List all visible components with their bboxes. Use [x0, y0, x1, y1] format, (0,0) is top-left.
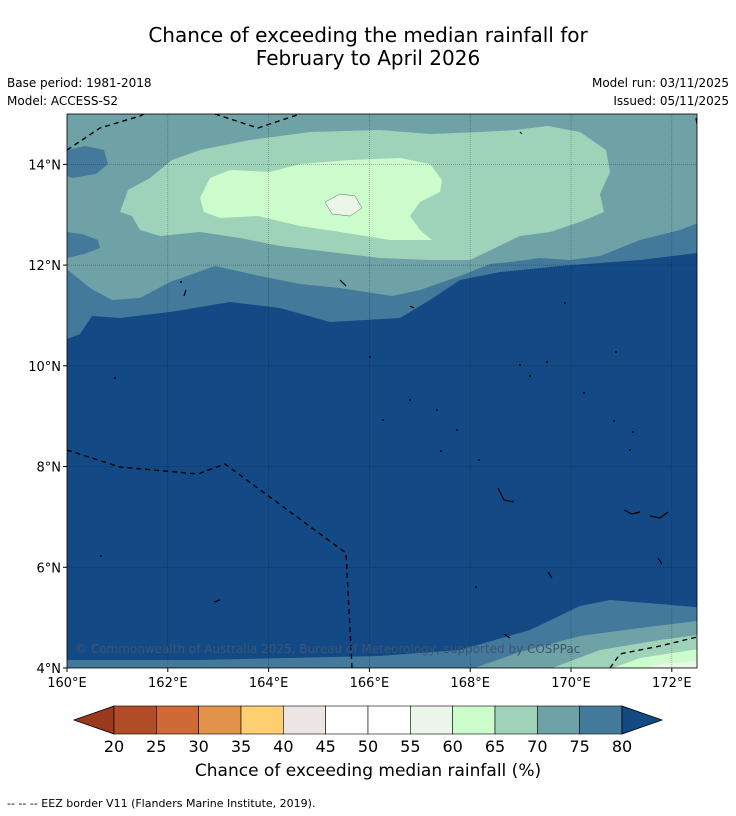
model-text: Model: ACCESS-S2: [7, 94, 119, 108]
lon-tick-label: 164°E: [249, 676, 289, 691]
islands: [183, 117, 697, 639]
colorbar-tick-label: 50: [358, 737, 378, 756]
colorbar-tick-label: 30: [188, 737, 208, 756]
lat-tick-label: 4°N: [37, 662, 62, 677]
colorbar-segment: [113, 705, 157, 735]
colorbar-extend-low: [72, 705, 115, 735]
lon-tick-label: 170°E: [551, 676, 591, 691]
lat-tick-label: 12°N: [28, 259, 61, 274]
map-frame: [66, 113, 698, 669]
copyright-text: © Commonwealth of Australia 2025, Bureau…: [75, 642, 580, 656]
colorbar-segment: [452, 705, 496, 735]
issued-text: Issued: 05/11/2025: [613, 94, 729, 108]
colorbar-segment: [240, 705, 284, 735]
colorbar-segment: [494, 705, 538, 735]
colorbar-tick-label: 25: [146, 737, 166, 756]
colorbar-extend-high: [621, 705, 664, 735]
lon-tick-label: 160°E: [47, 676, 87, 691]
map-area: © Commonwealth of Australia 2025, Bureau…: [67, 114, 697, 668]
colorbar: 20 25 30 35 40 45 50 55 60 65 70 75 80: [72, 705, 664, 756]
colorbar-tick-label: 45: [315, 737, 335, 756]
lat-tick-label: 6°N: [37, 561, 62, 576]
contour-patch-left-upper: [67, 146, 108, 178]
rainfall-map: © Commonwealth of Australia 2025, Bureau…: [28, 113, 698, 756]
map-title-line-2: February to April 2026: [255, 46, 481, 70]
eez-footnote: -- -- -- EEZ border V11 (Flanders Marine…: [7, 797, 316, 810]
colorbar-tick-label: 70: [527, 737, 547, 756]
colorbar-tick-label: 55: [400, 737, 420, 756]
colorbar-tick-label: 60: [442, 737, 462, 756]
colorbar-tick-label: 65: [485, 737, 505, 756]
graticule: [67, 114, 697, 668]
contour-band-60: [200, 158, 442, 240]
colorbar-tick-label: 35: [231, 737, 251, 756]
lat-tick-label: 14°N: [28, 158, 61, 173]
lon-tick-label: 166°E: [350, 676, 390, 691]
colorbar-segment: [156, 705, 199, 735]
lon-tick-label: 162°E: [148, 676, 188, 691]
colorbar-tick-label: 80: [612, 737, 632, 756]
colorbar-tick-label: 40: [273, 737, 293, 756]
colorbar-tick-label: 75: [569, 737, 589, 756]
map-title-line-1: Chance of exceeding the median rainfall …: [148, 23, 588, 47]
lon-tick-label: 172°E: [652, 676, 692, 691]
contour-band-55: [324, 193, 363, 217]
lat-tick-label: 10°N: [28, 360, 61, 375]
eez-border: [67, 114, 697, 668]
lat-tick-label: 8°N: [37, 461, 62, 476]
lon-tick-label: 168°E: [450, 676, 490, 691]
base-period-text: Base period: 1981-2018: [7, 76, 152, 90]
colorbar-segment: [537, 705, 580, 735]
latitude-ticks: 14°N 12°N 10°N 8°N 6°N 4°N: [28, 158, 67, 677]
colorbar-label: Chance of exceeding median rainfall (%): [194, 761, 542, 781]
colorbar-segment: [410, 705, 453, 735]
contour-band-south-55: [647, 660, 697, 668]
colorbar-segment: [325, 705, 369, 735]
colorbar-segment: [283, 705, 326, 735]
colorbar-segment: [198, 705, 242, 735]
colorbar-segment: [367, 705, 411, 735]
model-run-text: Model run: 03/11/2025: [591, 76, 729, 90]
colorbar-segment: [579, 705, 623, 735]
small-islands: [100, 281, 634, 588]
contour-patch-left-lower: [67, 232, 100, 258]
longitude-ticks: 160°E 162°E 164°E 166°E 168°E 170°E 172°E: [47, 668, 692, 691]
colorbar-tick-label: 20: [104, 737, 124, 756]
